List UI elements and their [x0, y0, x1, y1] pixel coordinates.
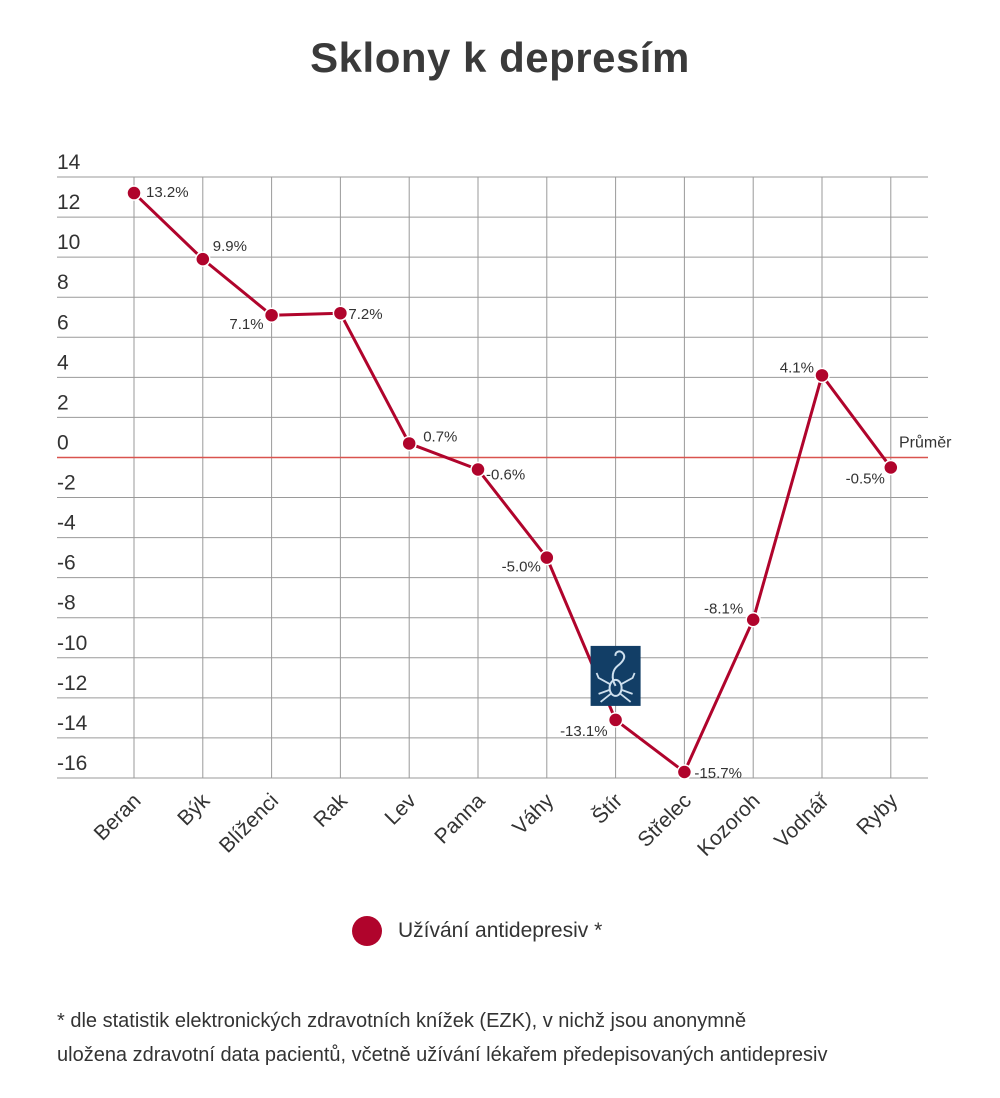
y-tick-label: 2 [57, 391, 69, 414]
x-tick-label: Býk [173, 789, 214, 830]
y-tick-label: 4 [57, 351, 69, 374]
data-label: -8.1% [704, 601, 743, 618]
x-tick-label: Vodnář [770, 789, 834, 853]
y-tick-label: 6 [57, 311, 69, 334]
x-tick-label: Blíženci [215, 789, 283, 857]
data-label: 4.1% [780, 359, 814, 376]
data-point [263, 307, 280, 323]
data-label: 13.2% [146, 184, 189, 201]
data-point [676, 764, 693, 780]
data-label: -13.1% [560, 723, 608, 740]
x-tick-label: Beran [90, 789, 146, 845]
data-point [470, 461, 486, 478]
data-label: 7.1% [229, 316, 263, 333]
footnote: * dle statistik elektronických zdravotní… [57, 1004, 987, 1072]
y-tick-label: 10 [57, 231, 80, 254]
x-tick-label: Váhy [508, 789, 558, 839]
data-point [745, 611, 761, 628]
chart-title: Sklony k depresím [310, 34, 690, 81]
y-tick-label: 0 [57, 431, 69, 454]
line-chart: 14 12 10 8 6 4 2 0 -2 -4 -6 -8 -10 -12 -14 -16 Průměr Ber… [57, 151, 952, 861]
data-point [814, 367, 830, 384]
y-tick-label: -2 [57, 472, 76, 495]
data-point [332, 305, 349, 321]
legend-marker [352, 916, 382, 946]
y-tick-label: -8 [57, 592, 76, 615]
data-point [195, 251, 211, 267]
grid [57, 176, 928, 779]
legend: Užívání antidepresiv * [352, 916, 602, 946]
scorpion-body [608, 678, 623, 697]
data-point [607, 712, 624, 728]
data-point [883, 459, 899, 476]
data-label: -5.0% [502, 559, 541, 576]
y-tick-label: 8 [57, 271, 69, 294]
x-tick-label: Rak [309, 789, 352, 832]
data-label: 7.2% [348, 306, 382, 323]
y-tick-label: 12 [57, 191, 80, 214]
y-tick-label: -4 [57, 512, 76, 535]
scorpion-tail [611, 650, 626, 687]
x-tick-label: Střelec [633, 789, 695, 851]
data-label: 9.9% [213, 238, 247, 255]
y-tick-label: -10 [57, 632, 87, 655]
footnote-line-1: * dle statistik elektronických zdravotní… [57, 1010, 747, 1032]
scorpion-icon [590, 645, 641, 706]
y-tick-label: -12 [57, 672, 87, 695]
data-label: -0.6% [486, 466, 525, 483]
x-tick-label: Kozoroh [693, 789, 765, 861]
data-point [401, 435, 417, 452]
x-tick-label: Ryby [852, 789, 902, 839]
x-tick-label: Štír [588, 789, 627, 828]
legend-label: Užívání antidepresiv * [398, 919, 603, 942]
x-tick-label: Panna [430, 789, 489, 848]
footnote-line-2: uložena zdravotní data pacientů, včetně … [57, 1044, 828, 1066]
average-line-label: Průměr [899, 433, 952, 451]
y-tick-label: -6 [57, 552, 76, 575]
y-tick-label: 14 [57, 151, 81, 174]
scorpion-legs [595, 672, 636, 703]
series-line [132, 191, 893, 774]
y-tick-label: -16 [57, 752, 87, 775]
data-point [539, 549, 555, 566]
y-tick-label: -14 [57, 712, 88, 735]
data-point [126, 185, 142, 201]
x-tick-label: Lev [381, 789, 422, 830]
data-label: -15.7% [694, 765, 742, 782]
data-label: -0.5% [846, 470, 885, 487]
data-label: 0.7% [423, 428, 457, 445]
